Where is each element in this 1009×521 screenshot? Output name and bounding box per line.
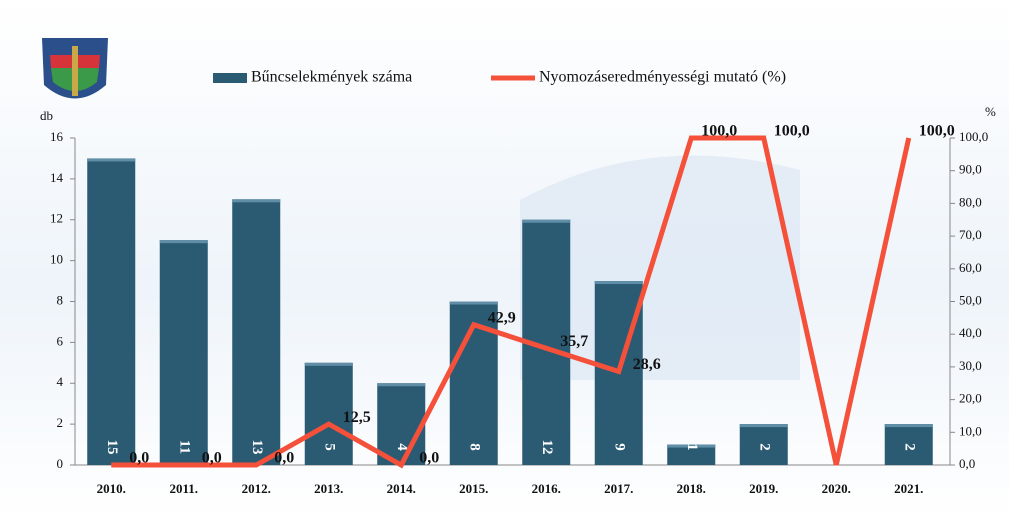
y2-tick-label: 100,0 bbox=[959, 129, 988, 144]
bar-top bbox=[449, 301, 498, 305]
y2-tick-label: 80,0 bbox=[959, 194, 982, 209]
y2-tick-label: 90,0 bbox=[959, 162, 982, 177]
x-tick-label: 2014. bbox=[387, 481, 416, 496]
y2-tick-label: 40,0 bbox=[959, 325, 982, 340]
bar-value-label: 8 bbox=[466, 443, 482, 451]
legend-label: Nyomozáseredményességi mutató (%) bbox=[539, 69, 786, 86]
line-value-label: 42,9 bbox=[488, 309, 516, 326]
x-tick-label: 2015. bbox=[459, 481, 488, 496]
bar-value-label: 4 bbox=[394, 443, 410, 451]
bar-value-label: 2 bbox=[756, 443, 772, 451]
x-tick-label: 2010. bbox=[97, 481, 126, 496]
bar-top bbox=[884, 424, 933, 428]
y-tick-label: 0 bbox=[57, 456, 64, 471]
line-value-label: 35,7 bbox=[560, 333, 588, 350]
bar bbox=[667, 444, 716, 465]
bar-value-label: 15 bbox=[104, 440, 120, 455]
y2-tick-label: 20,0 bbox=[959, 391, 982, 406]
line-value-label: 100,0 bbox=[774, 123, 810, 140]
bar-top bbox=[232, 199, 281, 203]
bar-value-label: 5 bbox=[321, 443, 337, 451]
bar-top bbox=[667, 444, 716, 448]
bar-top bbox=[304, 362, 353, 366]
bar-value-label: 9 bbox=[611, 443, 627, 451]
y-axis-label: db bbox=[40, 108, 53, 123]
line-value-label: 0,0 bbox=[419, 450, 439, 467]
bar bbox=[232, 199, 281, 465]
line-value-label: 12,5 bbox=[343, 409, 371, 426]
legend-label: Bűncselekmények száma bbox=[251, 69, 412, 86]
bar-top bbox=[739, 424, 788, 428]
line-value-label: 100,0 bbox=[701, 123, 737, 140]
y2-tick-label: 60,0 bbox=[959, 260, 982, 275]
line-value-label: 0,0 bbox=[274, 450, 294, 467]
bar bbox=[739, 424, 788, 465]
line-value-label: 28,6 bbox=[633, 356, 661, 373]
y-tick-label: 12 bbox=[50, 211, 63, 226]
x-tick-label: 2017. bbox=[604, 481, 633, 496]
y-tick-label: 4 bbox=[57, 374, 64, 389]
line-value-label: 0,0 bbox=[202, 450, 222, 467]
y-tick-label: 8 bbox=[57, 292, 64, 307]
x-tick-label: 2011. bbox=[169, 481, 198, 496]
y-tick-label: 16 bbox=[50, 129, 64, 144]
bar-value-label: 11 bbox=[176, 440, 192, 454]
bar-top bbox=[159, 240, 208, 244]
bar bbox=[304, 362, 353, 465]
line bbox=[111, 135, 912, 469]
background-building bbox=[520, 155, 800, 380]
bar bbox=[884, 424, 933, 465]
legend-swatch bbox=[213, 73, 247, 83]
bar-value-label: 1 bbox=[684, 443, 700, 451]
x-tick-label: 2012. bbox=[242, 481, 271, 496]
y-tick-label: 2 bbox=[57, 415, 64, 430]
bar-top bbox=[522, 219, 571, 223]
x-tick-label: 2021. bbox=[894, 481, 923, 496]
y-tick-label: 6 bbox=[57, 333, 64, 348]
line-value-label: 100,0 bbox=[919, 123, 955, 140]
bar-value-label: 12 bbox=[539, 440, 555, 455]
y2-tick-label: 30,0 bbox=[959, 358, 982, 373]
x-tick-label: 2019. bbox=[749, 481, 778, 496]
bar bbox=[159, 240, 208, 465]
bar bbox=[377, 383, 426, 465]
bar-top bbox=[87, 158, 136, 162]
x-tick-label: 2020. bbox=[822, 481, 851, 496]
x-tick-label: 2013. bbox=[314, 481, 343, 496]
x-tick-label: 2018. bbox=[677, 481, 706, 496]
logo bbox=[42, 38, 108, 99]
y2-tick-label: 70,0 bbox=[959, 227, 982, 242]
x-tick-label: 2016. bbox=[532, 481, 561, 496]
y2-axis-label: % bbox=[985, 104, 996, 119]
bar-top bbox=[377, 383, 426, 387]
y-tick-label: 10 bbox=[50, 252, 63, 267]
y-tick-label: 14 bbox=[50, 170, 64, 185]
bar-top bbox=[594, 281, 643, 285]
line-value-label: 0,0 bbox=[129, 450, 149, 467]
bar-value-label: 13 bbox=[249, 440, 265, 455]
bar-value-label: 2 bbox=[901, 443, 917, 451]
y2-tick-label: 50,0 bbox=[959, 292, 982, 307]
y2-tick-label: 0,0 bbox=[959, 456, 975, 471]
bar bbox=[87, 158, 136, 465]
y2-tick-label: 10,0 bbox=[959, 423, 982, 438]
